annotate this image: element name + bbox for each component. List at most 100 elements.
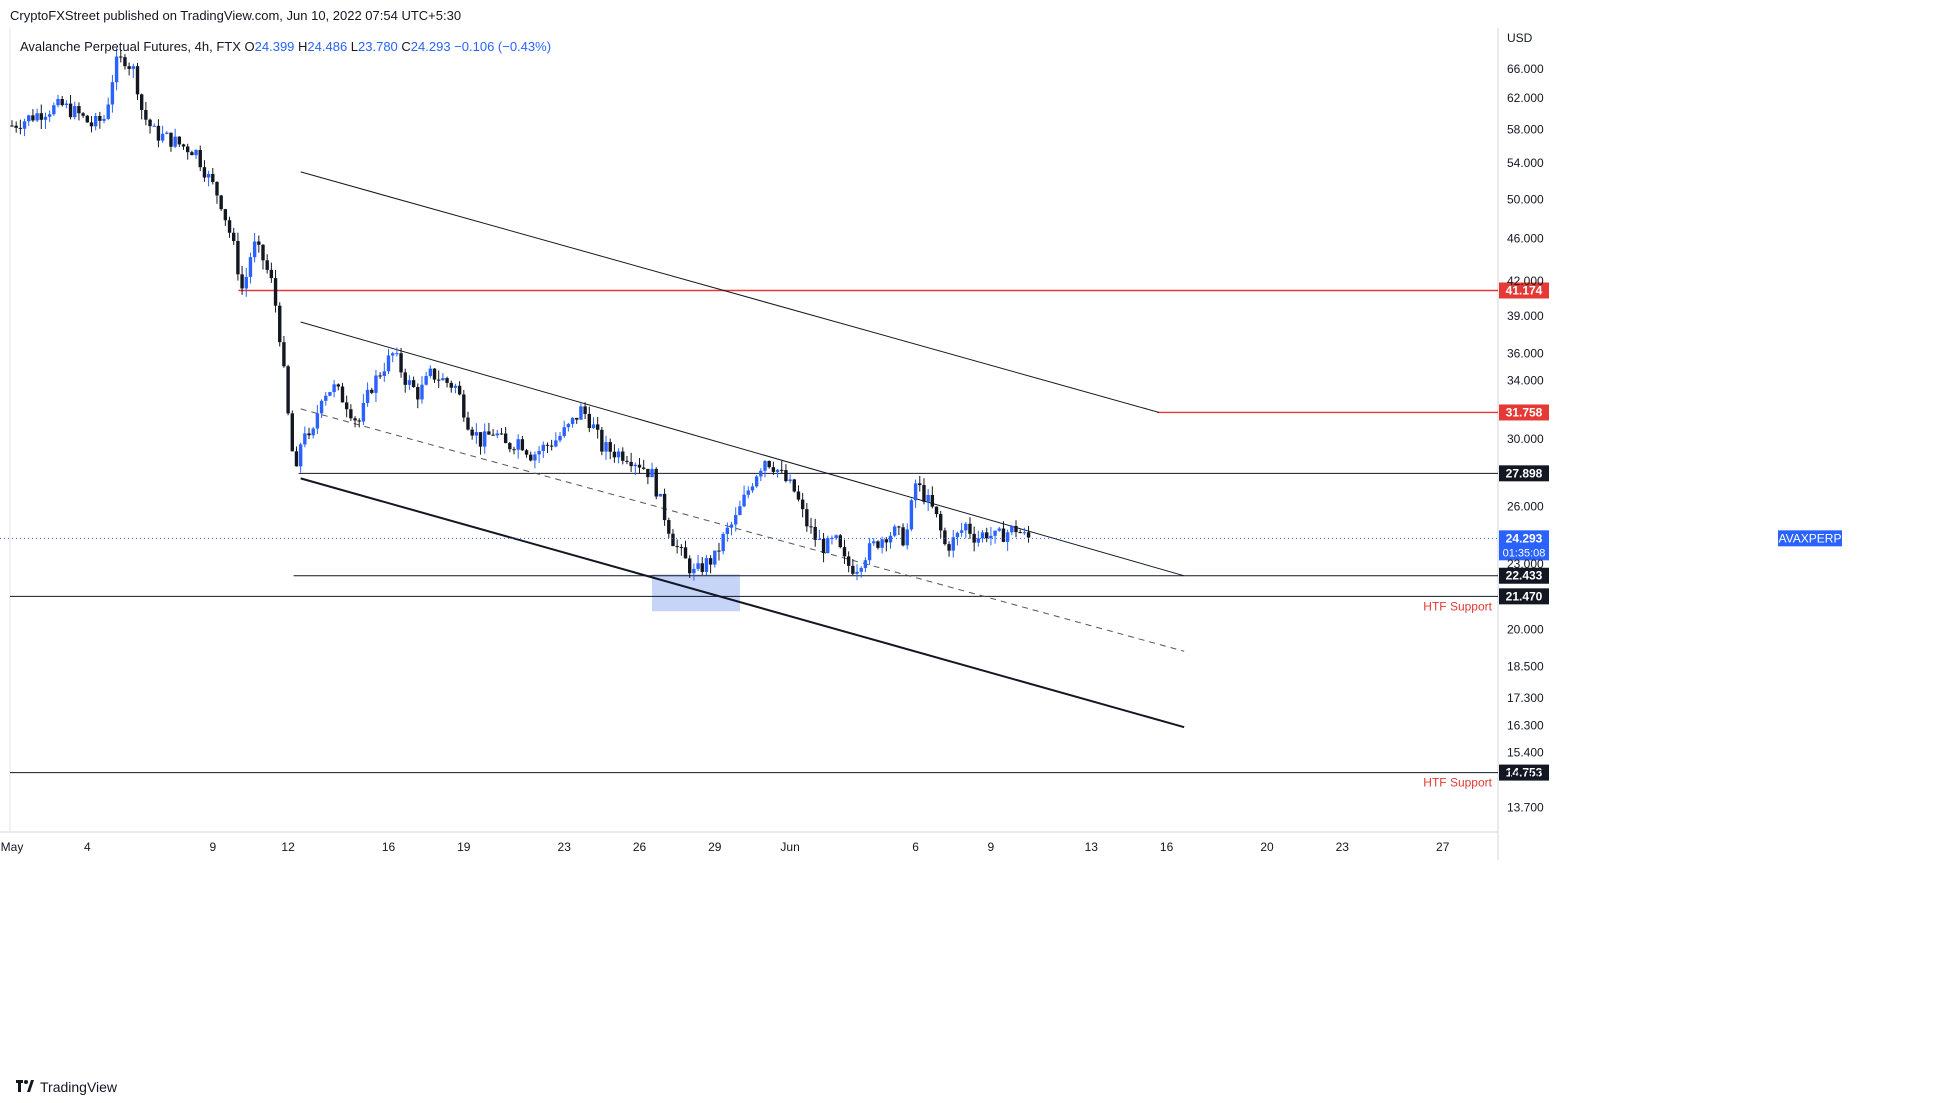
candle-body — [591, 424, 596, 429]
current-price-tag — [1499, 530, 1549, 561]
y-tick-label: 16.300 — [1507, 719, 1544, 733]
candle-body — [252, 241, 257, 258]
candle-body — [968, 523, 972, 534]
candle-body — [621, 451, 625, 461]
candle-body — [972, 533, 976, 543]
ohlc-value: −0.106 (−0.43%) — [454, 39, 552, 54]
trendlines — [300, 171, 1185, 729]
x-tick-label: 9 — [988, 840, 995, 854]
candle-body — [738, 506, 742, 516]
candle-body — [370, 389, 374, 393]
candle-body — [286, 366, 290, 414]
candle-body — [173, 136, 177, 147]
candle-body — [499, 433, 504, 435]
candle-body — [939, 514, 943, 531]
candle-body — [746, 490, 750, 495]
y-tick-label: 46.000 — [1507, 231, 1544, 245]
candle-body — [934, 506, 939, 515]
candle-body — [466, 417, 470, 430]
candle-body — [587, 413, 591, 429]
ohlc-value: 24.399 — [254, 39, 295, 54]
candle-body — [566, 423, 571, 428]
candle-body — [767, 461, 771, 468]
candle-body — [399, 353, 403, 373]
candle-body — [328, 392, 332, 396]
candle-body — [721, 534, 725, 552]
candle-body — [386, 355, 391, 372]
candle-body — [554, 440, 558, 447]
y-tick-label: 14.700 — [1507, 767, 1544, 781]
candle-body — [537, 450, 541, 455]
candle-body — [679, 546, 684, 548]
x-tick-label: 23 — [558, 840, 572, 854]
candle-body — [181, 144, 186, 147]
x-tick-label: 6 — [912, 840, 919, 854]
candle-body — [160, 133, 165, 141]
current-price-value: 24.293 — [1506, 531, 1543, 545]
candle-body — [905, 529, 909, 546]
candle-body — [1014, 526, 1018, 533]
candle-body — [474, 432, 479, 436]
candle-body — [667, 520, 671, 534]
legend-row: Avalanche Perpetual Futures, 4h, FTX O24… — [20, 39, 551, 54]
level-tag-14.753 — [1499, 764, 1549, 781]
candle-body — [478, 432, 483, 447]
candle-body — [834, 535, 838, 539]
candle-body — [541, 444, 545, 451]
symbol-label: AVAXPERP — [1779, 531, 1842, 545]
candle-body — [344, 402, 349, 410]
candle-body — [93, 115, 98, 127]
candle-body — [1005, 532, 1010, 542]
candle-body — [282, 342, 286, 367]
candle-body — [186, 146, 190, 153]
ohlc-label: C — [397, 39, 411, 54]
candle-body — [495, 433, 499, 436]
candle-body — [215, 181, 219, 196]
candle-body — [650, 468, 654, 478]
countdown-timer: 01:35:08 — [1503, 547, 1546, 559]
candle-body — [269, 269, 274, 279]
candle-body — [888, 535, 893, 543]
candle-body — [725, 527, 730, 535]
candle-body — [39, 113, 43, 120]
level-value: 31.758 — [1506, 405, 1543, 419]
candle-body — [43, 116, 48, 120]
x-tick-label: 13 — [1085, 840, 1099, 854]
candle-body — [646, 468, 650, 478]
candle-body — [512, 449, 516, 451]
candle-body — [483, 431, 487, 447]
candle-body — [637, 464, 642, 468]
price-axis: USD 66.000 62.000 58.000 54.000 50.000 46.000 4… — [1507, 31, 1544, 814]
candle-body — [575, 417, 579, 420]
tradingview-brand[interactable]: TradingView — [16, 1079, 117, 1095]
candle-body — [830, 538, 834, 540]
y-tick-label: 62.000 — [1507, 91, 1544, 105]
candle-body — [81, 113, 85, 116]
y-tick-label: 34.000 — [1507, 373, 1544, 387]
y-tick-label: 30.000 — [1507, 432, 1544, 446]
candle-body — [930, 494, 935, 507]
candle-body — [457, 385, 462, 395]
candle-body — [838, 535, 842, 548]
candle-body — [817, 538, 822, 540]
candle-body — [119, 56, 123, 58]
candle-body — [240, 274, 244, 289]
candle-body — [964, 523, 968, 531]
candle-body — [441, 378, 445, 381]
candle-body — [1010, 526, 1014, 533]
candle-body — [198, 149, 202, 168]
candle-body — [56, 99, 60, 106]
candle-body — [22, 121, 27, 129]
candles — [10, 47, 1031, 581]
candle-body — [85, 115, 89, 123]
candle-body — [64, 103, 69, 106]
candle-body — [244, 276, 248, 289]
highlight-box — [652, 574, 740, 612]
candle-body — [717, 550, 721, 552]
trendline-channel-bottom — [300, 477, 1185, 729]
htf-support-label: HTF Support — [1423, 599, 1492, 613]
candle-body — [955, 532, 960, 538]
candle-body — [294, 451, 299, 467]
candle-body — [754, 476, 759, 487]
